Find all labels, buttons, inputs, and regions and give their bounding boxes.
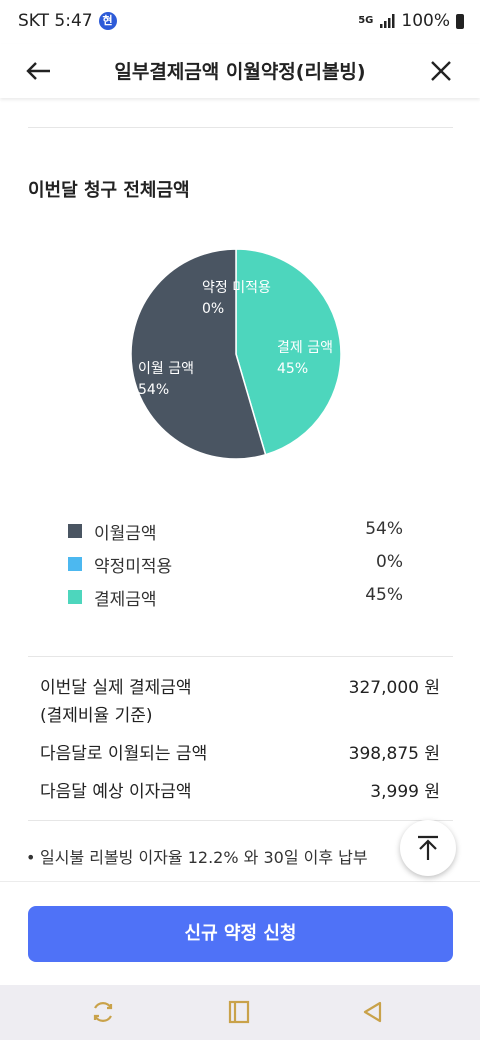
legend-item-carryover: 이월금액 54%	[66, 516, 406, 549]
legend-value: 54%	[365, 519, 403, 539]
status-right: 5G 100%	[358, 11, 464, 31]
back-nav-icon[interactable]	[360, 999, 386, 1025]
interest-value: 3,999 원	[370, 782, 440, 802]
actual-payment-sublabel: (결제비율 기준)	[40, 706, 153, 726]
pie-label-payment: 결제 금액 45%	[277, 338, 333, 380]
chart-legend: 이월금액 54% 약정미적용 0% 결제금액 45%	[66, 516, 406, 615]
back-arrow-icon[interactable]	[24, 56, 54, 86]
notice-text: • 일시불 리볼빙 이자율 12.2% 와 30일 이후 납부	[26, 843, 406, 873]
status-left: SKT 5:47 현	[18, 11, 117, 31]
legend-swatch	[68, 590, 82, 604]
scroll-to-top-button[interactable]	[400, 820, 456, 876]
actual-payment-row: 이번달 실제 결제금액 (결제비율 기준) 327,000 원	[40, 674, 440, 740]
section-title: 이번달 청구 전체금액	[28, 180, 190, 201]
pie-chart: 약정 미적용 0% 이월 금액 54% 결제 금액 45%	[130, 248, 342, 460]
pie-label-uncommitted-name: 약정 미적용	[202, 280, 271, 296]
legend-value: 45%	[365, 585, 403, 605]
carrier-time: SKT 5:47	[18, 11, 93, 31]
network-type: 5G	[358, 15, 374, 26]
recent-apps-icon[interactable]	[90, 999, 116, 1025]
divider	[28, 127, 453, 128]
system-nav-bar	[0, 984, 480, 1040]
signal-icon	[380, 14, 395, 28]
carryover-row: 다음달로 이월되는 금액 398,875 원	[40, 740, 440, 778]
app-header: 일부결제금액 이월약정(리볼빙)	[0, 44, 480, 98]
interest-row: 다음달 예상 이자금액 3,999 원	[40, 778, 440, 816]
notice-line: 일시불 리볼빙 이자율 12.2% 와 30일 이후 납부	[40, 848, 368, 867]
pie-label-payment-name: 결제 금액	[277, 340, 333, 356]
pie-slice-carryover	[130, 248, 267, 460]
home-icon[interactable]	[226, 999, 252, 1025]
arrow-up-icon	[418, 835, 438, 860]
close-icon[interactable]	[426, 56, 456, 86]
pie-label-carryover: 이월 금액 54%	[138, 359, 194, 401]
carryover-label: 다음달로 이월되는 금액	[40, 744, 208, 764]
divider	[28, 656, 453, 657]
new-agreement-button[interactable]: 신규 약정 신청	[28, 906, 453, 962]
pie-label-carryover-name: 이월 금액	[138, 361, 194, 377]
actual-payment-value: 327,000 원	[348, 678, 440, 698]
battery-level: 100%	[401, 11, 450, 31]
pie-label-carryover-pct: 54%	[138, 382, 170, 398]
battery-icon	[456, 13, 464, 29]
legend-value: 0%	[376, 552, 403, 572]
bullet: •	[26, 848, 36, 867]
pie-label-payment-pct: 45%	[277, 361, 309, 377]
notification-badge-icon: 현	[98, 12, 117, 30]
divider	[28, 820, 453, 821]
carryover-value: 398,875 원	[348, 744, 440, 764]
content-area[interactable]: 이번달 청구 전체금액 약정 미적용 0% 이월 금액 54% 결제 금액 45…	[0, 98, 480, 881]
legend-swatch	[68, 557, 82, 571]
legend-item-payment: 결제금액 45%	[66, 582, 406, 615]
legend-label: 약정미적용	[94, 557, 173, 577]
legend-label: 이월금액	[94, 524, 157, 544]
status-bar: SKT 5:47 현 5G 100%	[0, 0, 480, 44]
actual-payment-label: 이번달 실제 결제금액	[40, 678, 192, 698]
page-title: 일부결제금액 이월약정(리볼빙)	[114, 61, 366, 83]
legend-swatch	[68, 524, 82, 538]
pie-label-uncommitted: 약정 미적용 0%	[202, 278, 271, 320]
pie-slice-payment	[235, 248, 342, 456]
pie-label-uncommitted-pct: 0%	[202, 301, 225, 317]
interest-label: 다음달 예상 이자금액	[40, 782, 192, 802]
amount-summary: 이번달 실제 결제금액 (결제비율 기준) 327,000 원 다음달로 이월되…	[40, 674, 440, 816]
footer: 신규 약정 신청	[0, 881, 480, 985]
legend-label: 결제금액	[94, 590, 157, 610]
legend-item-uncommitted: 약정미적용 0%	[66, 549, 406, 582]
pie-svg	[130, 248, 342, 460]
